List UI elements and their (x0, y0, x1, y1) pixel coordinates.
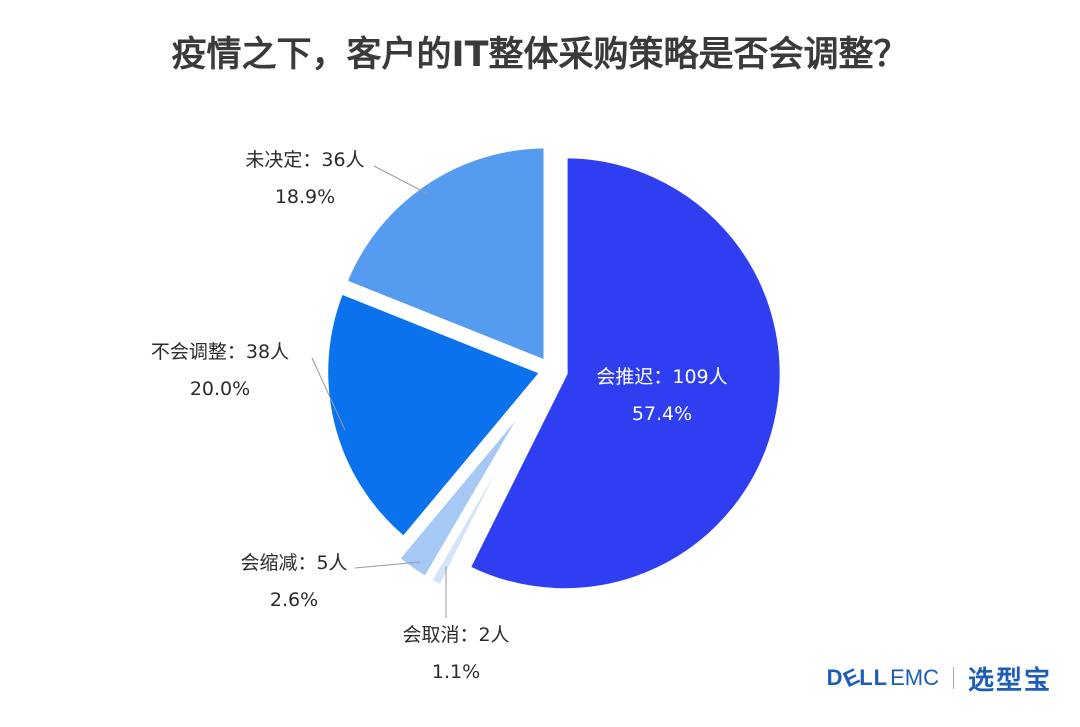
dell-emc-logo: DELLEMC (826, 662, 939, 693)
slice-label-4: 不会调整：38人 (151, 341, 289, 363)
slice-percent-2: 1.1% (432, 661, 480, 683)
pie-slice-5 (340, 142, 550, 368)
slice-label-2: 会取消：2人 (402, 624, 509, 646)
slice-label-5: 未决定：36人 (245, 149, 364, 171)
leader-line-5 (373, 165, 429, 195)
logo-divider (952, 667, 954, 689)
pie-slice-4 (322, 287, 549, 544)
slice-label-1: 会推迟：109人 (596, 366, 727, 388)
slice-percent-1: 57.4% (632, 403, 692, 425)
pie-slice-2 (424, 391, 542, 592)
dell-logo-text: DELL (826, 662, 889, 693)
chart-title: 疫情之下，客户的IT整体采购策略是否会调整？ (171, 35, 909, 75)
pie-slice-3 (392, 389, 539, 584)
emc-logo-text: EMC (890, 665, 939, 690)
leader-line-3 (354, 561, 421, 569)
pie-slice-1 (463, 152, 786, 595)
slice-percent-5: 18.9% (275, 186, 335, 208)
leader-line-4 (311, 357, 346, 431)
slice-percent-4: 20.0% (190, 378, 250, 400)
xuanxingbao-logo: 选型宝 (967, 665, 1052, 696)
slice-label-3: 会缩减：5人 (240, 552, 347, 574)
footer-logos: DELLEMC 选型宝 (826, 662, 1052, 696)
slice-percent-3: 2.6% (270, 589, 318, 611)
